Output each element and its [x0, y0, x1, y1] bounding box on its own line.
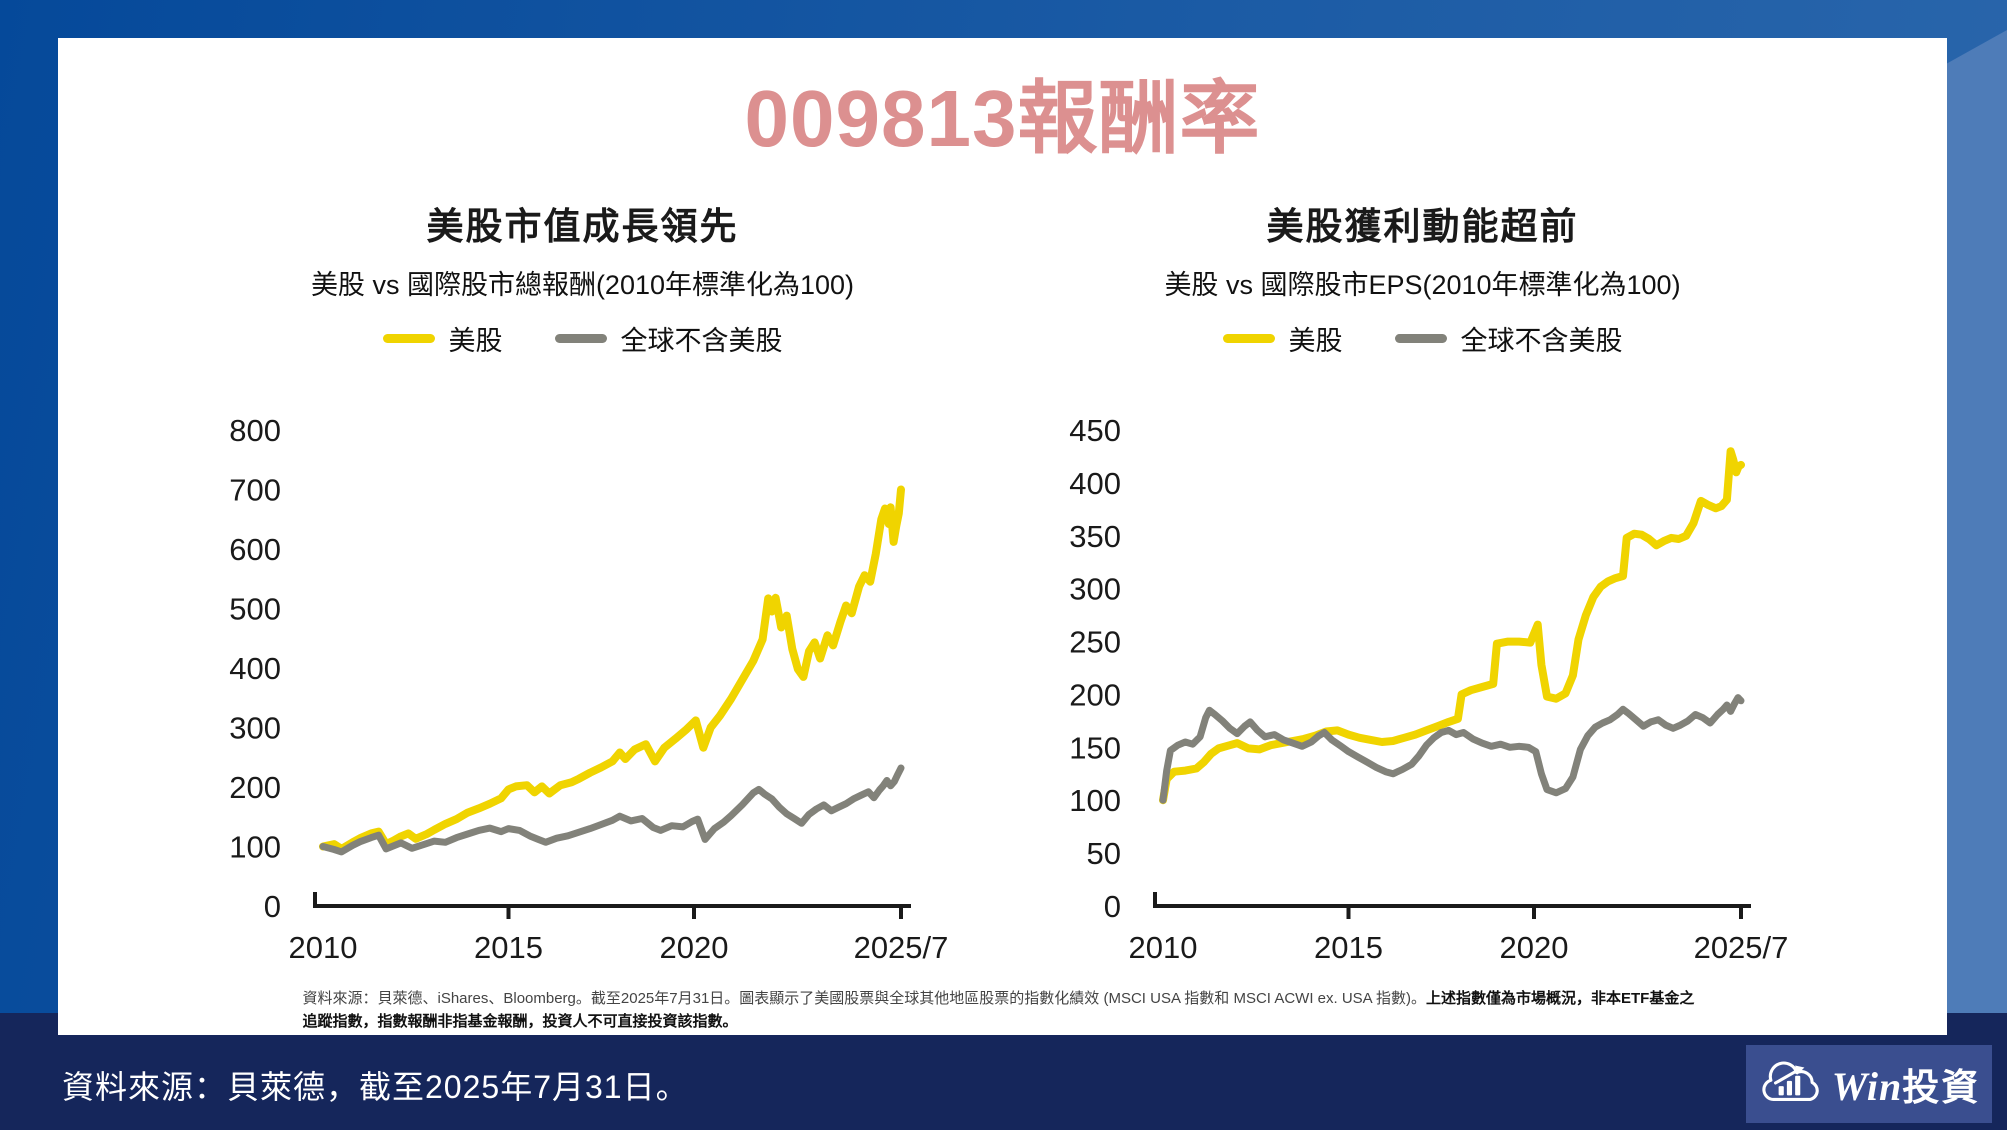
chart-title: 美股獲利動能超前	[1266, 206, 1579, 247]
svg-text:100: 100	[229, 830, 281, 865]
svg-text:800: 800	[229, 413, 281, 448]
win-invest-logo: Win投資	[1746, 1045, 1992, 1123]
svg-text:200: 200	[1069, 677, 1121, 712]
svg-text:600: 600	[229, 532, 281, 567]
global-line-swatch	[554, 334, 607, 343]
svg-text:300: 300	[229, 711, 281, 746]
chart-subtitle: 美股 vs 國際股市EPS(2010年標準化為100)	[1164, 270, 1681, 300]
logo-win-text: Win	[1831, 1064, 1903, 1109]
svg-text:2010: 2010	[1128, 930, 1197, 965]
legend-label: 美股	[1288, 326, 1343, 356]
us-line-swatch	[1222, 334, 1275, 343]
svg-text:2015: 2015	[1314, 930, 1383, 965]
total-return-line-chart: 0 100 200 300 400 500 600 700 800 2010 2015 2020 202…	[183, 368, 983, 983]
legend-label: 美股	[448, 326, 503, 356]
legend-item-global-ex-us: 全球不含美股	[554, 319, 783, 358]
svg-text:0: 0	[263, 889, 280, 924]
svg-text:450: 450	[1069, 413, 1121, 448]
chart-title: 美股市值成長領先	[426, 206, 739, 247]
svg-text:0: 0	[1103, 889, 1120, 924]
svg-text:250: 250	[1069, 625, 1121, 660]
svg-text:2020: 2020	[1499, 930, 1568, 965]
global-line-swatch	[1394, 334, 1447, 343]
charts-row: 美股市值成長領先 美股 vs 國際股市總報酬(2010年標準化為100) 美股 …	[58, 196, 1947, 983]
footnote-source-text: 資料來源：貝萊德、iShares、Bloomberg。截至2025年7月31日。…	[302, 990, 1427, 1007]
footer-source-text: 資料來源：貝萊德，截至2025年7月31日。	[62, 1069, 689, 1105]
footnote-disclaimer-text: 上述指數僅為市場概況，非本ETF基金之追蹤指數，指數報酬非指基金報酬，投資人不可…	[302, 990, 1695, 1031]
svg-text:2025/7: 2025/7	[853, 930, 948, 965]
svg-text:350: 350	[1069, 519, 1121, 554]
svg-text:2015: 2015	[474, 930, 543, 965]
svg-text:2020: 2020	[659, 930, 728, 965]
charts-footnote: 資料來源：貝萊德、iShares、Bloomberg。截至2025年7月31日。…	[303, 987, 1703, 1034]
content-area: 009813報酬率 美股市值成長領先 美股 vs 國際股市總報酬(2010年標準…	[58, 38, 1947, 1035]
chart-legend: 美股 全球不含美股	[1023, 319, 1823, 358]
us-line-swatch	[382, 334, 435, 343]
logo-text: Win投資	[1832, 1057, 1980, 1111]
legend-label: 全球不含美股	[1460, 326, 1623, 356]
svg-text:700: 700	[229, 473, 281, 508]
svg-text:2010: 2010	[288, 930, 357, 965]
svg-text:200: 200	[229, 770, 281, 805]
legend-item-global-ex-us: 全球不含美股	[1394, 319, 1623, 358]
cloud-chart-icon	[1762, 1061, 1819, 1102]
chart-legend: 美股 全球不含美股	[183, 319, 983, 358]
right-accent-shape	[1946, 30, 2007, 1013]
svg-text:400: 400	[1069, 466, 1121, 501]
legend-item-us: 美股	[382, 319, 503, 358]
chart-panel-eps: 美股獲利動能超前 美股 vs 國際股市EPS(2010年標準化為100) 美股 …	[1023, 196, 1823, 983]
legend-item-us: 美股	[1222, 319, 1343, 358]
eps-line-chart: 0 50 100 150 200 250 300 350 400 450 2010 2015 2020 2…	[1023, 368, 1823, 983]
svg-text:100: 100	[1069, 783, 1121, 818]
svg-text:400: 400	[229, 651, 281, 686]
logo-invest-text: 投資	[1902, 1067, 1981, 1108]
legend-label: 全球不含美股	[620, 326, 783, 356]
svg-text:300: 300	[1069, 572, 1121, 607]
page-title: 009813報酬率	[744, 74, 1261, 163]
svg-text:2025/7: 2025/7	[1693, 930, 1788, 965]
chart-panel-total-return: 美股市值成長領先 美股 vs 國際股市總報酬(2010年標準化為100) 美股 …	[183, 196, 983, 983]
svg-text:50: 50	[1086, 836, 1120, 871]
svg-text:150: 150	[1069, 730, 1121, 765]
chart-subtitle: 美股 vs 國際股市總報酬(2010年標準化為100)	[310, 270, 855, 300]
svg-text:500: 500	[229, 592, 281, 627]
